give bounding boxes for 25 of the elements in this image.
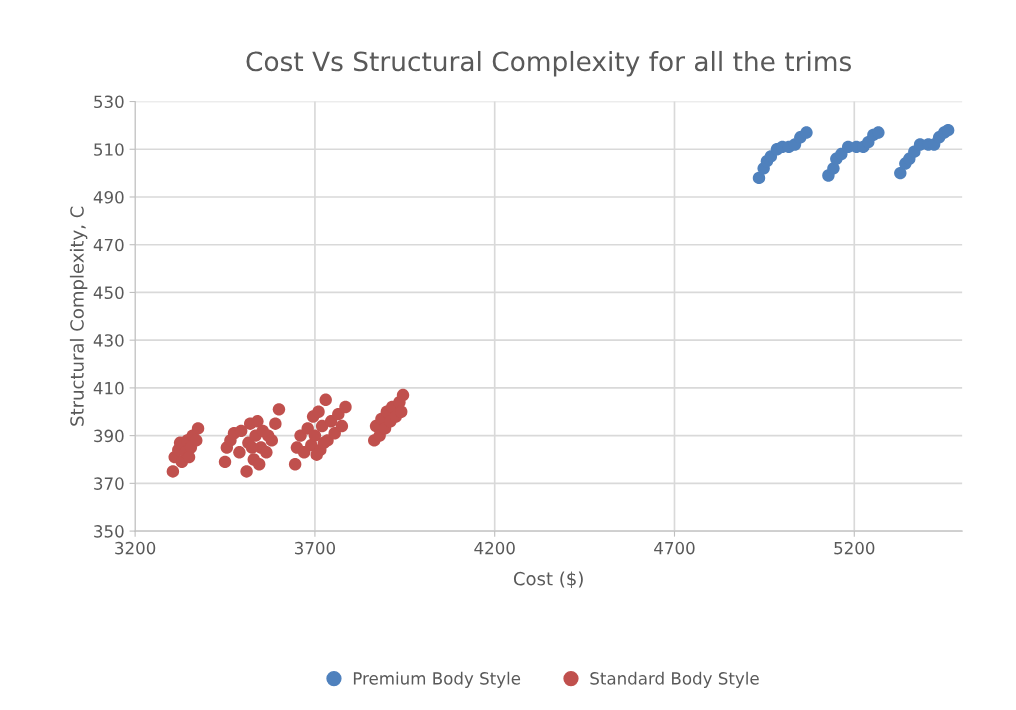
point bbox=[894, 166, 907, 180]
y-tick-label: 410 bbox=[93, 381, 124, 395]
y-tick-label: 470 bbox=[93, 238, 124, 252]
y-tick-label: 430 bbox=[93, 334, 124, 347]
y-tick-label: 370 bbox=[94, 477, 124, 490]
x-axis-title: Cost ($) bbox=[513, 571, 583, 588]
legend-label: Premium Body Style bbox=[353, 671, 521, 688]
x-tick-label: 3200 bbox=[115, 541, 156, 555]
y-axis-title: Structural Complexity, C bbox=[69, 206, 88, 426]
x-tick-label: 3700 bbox=[294, 541, 336, 555]
x-tick-label: 4700 bbox=[654, 541, 695, 555]
x-tick-label: 4200 bbox=[474, 541, 515, 555]
x-tick-label: 5200 bbox=[834, 541, 875, 555]
chart-title: Cost Vs Structural Complexity for all the trims bbox=[246, 50, 851, 77]
y-tick-label: 510 bbox=[94, 143, 124, 156]
point bbox=[800, 126, 813, 139]
y-tick-label: 350 bbox=[94, 525, 124, 538]
y-tick-label: 490 bbox=[93, 190, 124, 204]
legend-label: Standard Body Style bbox=[590, 671, 759, 688]
point bbox=[941, 123, 955, 137]
y-tick-label: 450 bbox=[93, 286, 124, 300]
point bbox=[752, 171, 766, 185]
point bbox=[872, 126, 885, 139]
y-tick-label: 390 bbox=[94, 429, 124, 443]
y-tick-label: 530 bbox=[94, 95, 124, 109]
